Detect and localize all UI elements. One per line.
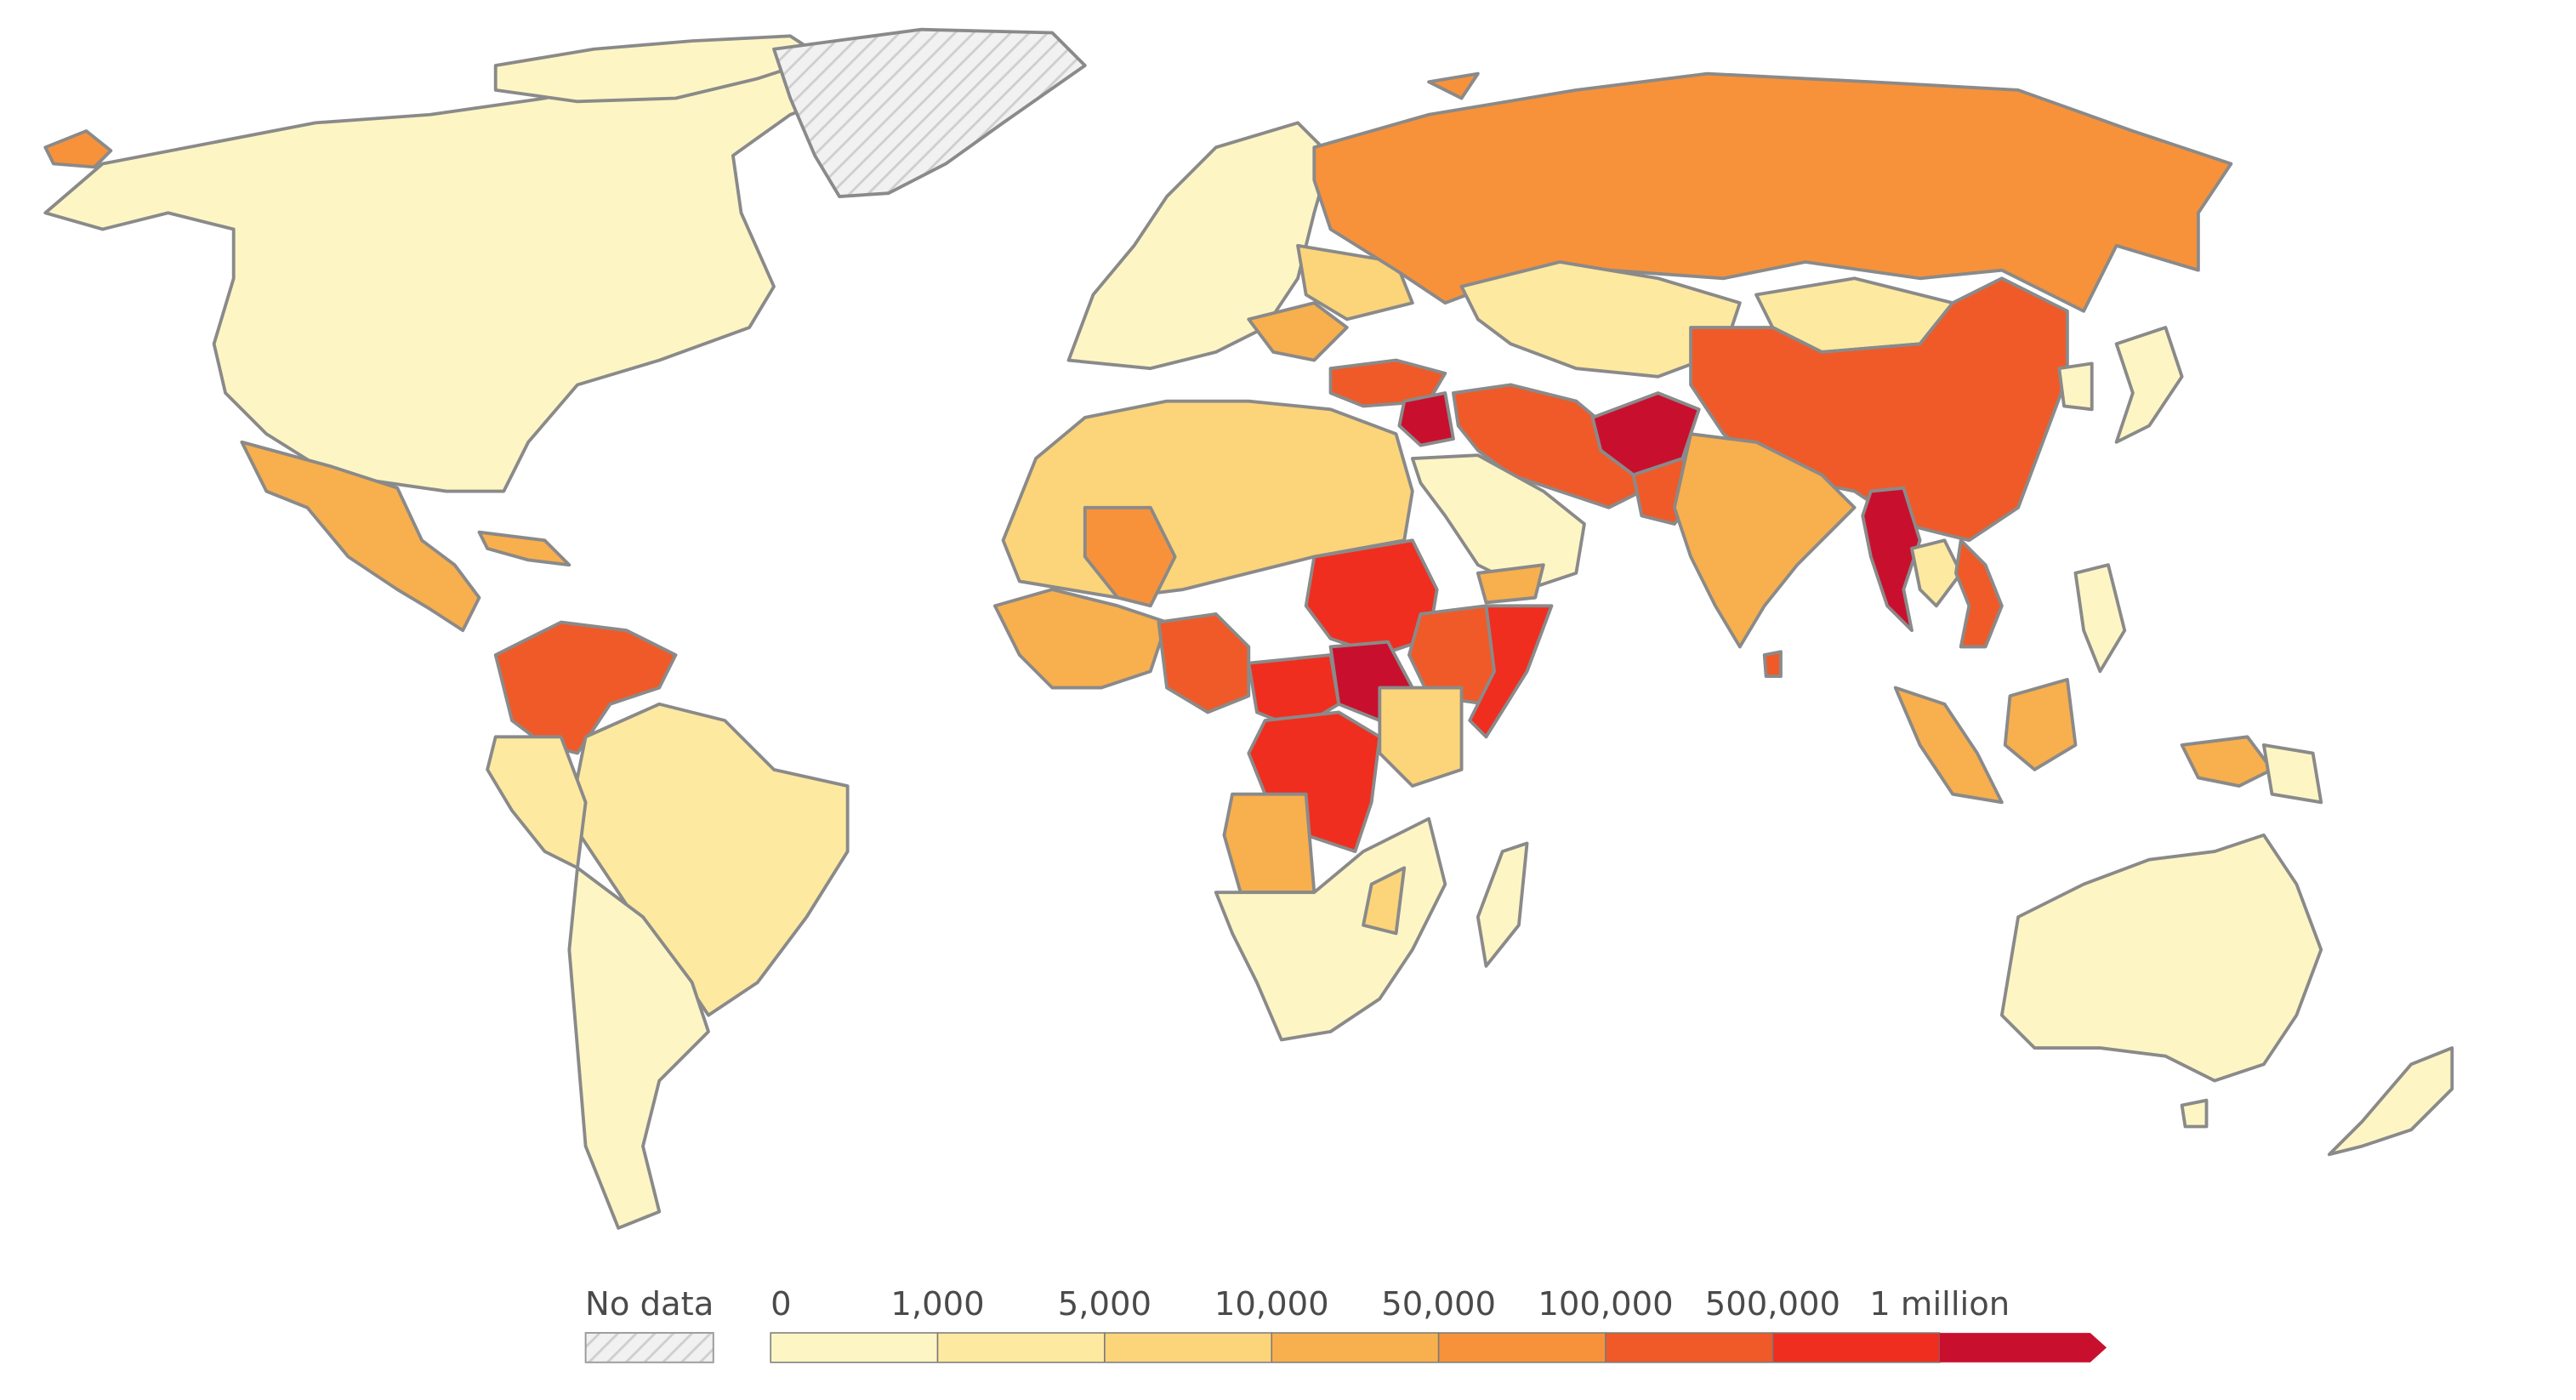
region-west-africa[interactable] xyxy=(992,588,1169,690)
region-madagascar[interactable] xyxy=(1476,841,1529,968)
region-korea[interactable] xyxy=(2057,361,2094,412)
region-north-america[interactable] xyxy=(43,64,858,493)
region-caribbean[interactable] xyxy=(477,530,571,567)
legend-no-data-label: No data xyxy=(585,1285,714,1323)
region-mexico[interactable] xyxy=(240,440,481,633)
region-tasmania[interactable] xyxy=(2180,1098,2209,1129)
region-indonesia-east[interactable] xyxy=(2003,678,2078,771)
legend-tick-label: 1,000 xyxy=(890,1285,984,1323)
legend-bin-swatch xyxy=(1605,1332,1774,1363)
region-angola[interactable] xyxy=(1222,792,1316,895)
legend-bin-swatch xyxy=(1437,1332,1606,1363)
region-sri-lanka[interactable] xyxy=(1762,650,1783,679)
region-southern-africa[interactable] xyxy=(1214,817,1447,1042)
legend-tick-label: 100,000 xyxy=(1538,1285,1673,1323)
region-japan[interactable] xyxy=(2114,326,2184,444)
region-syria[interactable] xyxy=(1397,391,1455,447)
region-australia[interactable] xyxy=(1999,833,2323,1083)
legend-tick-label: 0 xyxy=(771,1285,792,1323)
region-iraq-iran[interactable] xyxy=(1452,383,1644,509)
legend-bin-swatch xyxy=(1104,1332,1273,1363)
legend-bin-swatch xyxy=(1771,1332,1941,1363)
region-drc[interactable] xyxy=(1247,710,1382,854)
region-nigeria[interactable] xyxy=(1157,612,1251,714)
region-balkans[interactable] xyxy=(1247,301,1349,362)
region-alaska[interactable] xyxy=(43,129,113,169)
legend-bin-swatch xyxy=(1271,1332,1440,1363)
region-png[interactable] xyxy=(2261,743,2323,805)
region-east-africa[interactable] xyxy=(1378,686,1464,788)
legend-bins xyxy=(770,1332,2107,1363)
legend-no-data-swatch xyxy=(584,1332,714,1363)
legend-bin-swatch xyxy=(1939,1333,2107,1363)
region-mozambique[interactable] xyxy=(1362,866,1407,936)
region-thailand[interactable] xyxy=(1910,538,1963,608)
region-sudan[interactable] xyxy=(1304,538,1439,657)
region-russia[interactable] xyxy=(1312,71,2233,313)
legend-bin-swatch xyxy=(936,1332,1106,1363)
region-vietnam[interactable] xyxy=(1954,538,2004,649)
region-russia-north[interactable] xyxy=(1427,71,1480,100)
region-southern-cone[interactable] xyxy=(567,866,710,1230)
legend-ticks: 0 1,000 5,000 10,000 50,000 100,000 500,000 1 m… xyxy=(771,1285,2010,1323)
legend-tick-label: 5,000 xyxy=(1058,1285,1152,1323)
legend-bin-swatch xyxy=(770,1332,939,1363)
legend-tick-label: 50,000 xyxy=(1381,1285,1496,1323)
region-colombia-venezuela[interactable] xyxy=(493,620,678,755)
legend: No data 0 1,000 5,000 10,000 50,000 100,000 50… xyxy=(584,1285,2107,1363)
region-myanmar[interactable] xyxy=(1861,486,1922,633)
map-land xyxy=(43,27,2454,1230)
legend-tick-label: 10,000 xyxy=(1214,1285,1329,1323)
region-indonesia-west[interactable] xyxy=(1893,686,2004,805)
region-new-guinea[interactable] xyxy=(2180,735,2274,788)
region-new-zealand[interactable] xyxy=(2327,1046,2454,1157)
legend-tick-label: 500,000 xyxy=(1705,1285,1840,1323)
region-philippines[interactable] xyxy=(2073,563,2127,674)
region-somalia[interactable] xyxy=(1468,604,1554,739)
region-peru[interactable] xyxy=(486,735,588,870)
region-india[interactable] xyxy=(1672,432,1857,649)
legend-tick-label: 1 million xyxy=(1869,1285,2010,1323)
region-greenland[interactable] xyxy=(772,27,1087,198)
region-mali[interactable] xyxy=(1083,505,1177,608)
region-yemen[interactable] xyxy=(1476,563,1545,605)
region-brazil[interactable] xyxy=(567,702,850,1017)
region-saudi-arabia[interactable] xyxy=(1410,453,1586,591)
